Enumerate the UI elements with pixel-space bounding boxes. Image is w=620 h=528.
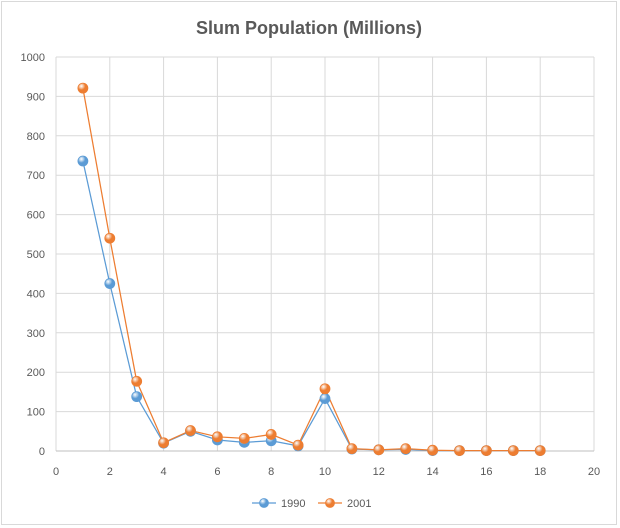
y-tick-label: 400 — [27, 288, 45, 300]
data-point-1990 — [77, 155, 89, 167]
data-point-2001 — [507, 445, 519, 457]
y-tick-label: 800 — [27, 131, 45, 143]
y-tick-label: 900 — [27, 91, 45, 103]
plot-series — [77, 82, 546, 457]
x-tick-label: 10 — [319, 466, 331, 478]
series-line-1990 — [82, 160, 541, 452]
data-point-2001 — [77, 82, 89, 94]
y-tick-label: 200 — [27, 367, 45, 379]
data-point-2001 — [400, 443, 412, 455]
data-point-2001 — [373, 444, 385, 456]
legend-marker-2001 — [325, 498, 335, 508]
y-tick-label: 300 — [27, 328, 45, 340]
y-tick-label: 500 — [27, 249, 45, 261]
data-point-2001 — [131, 375, 143, 387]
y-tick-label: 700 — [27, 170, 45, 182]
data-point-2001 — [265, 429, 277, 440]
y-tick-label: 1000 — [21, 52, 45, 64]
data-point-2001 — [534, 445, 546, 457]
data-point-2001 — [185, 425, 196, 436]
data-point-1990 — [131, 391, 143, 403]
legend-label-2001: 2001 — [347, 498, 371, 510]
x-tick-label: 4 — [161, 466, 167, 478]
legend-marker-1990 — [259, 498, 269, 508]
y-tick-label: 100 — [27, 407, 45, 419]
data-point-2001 — [238, 432, 250, 444]
x-tick-label: 20 — [588, 466, 600, 478]
data-point-2001 — [158, 437, 170, 449]
data-point-1990 — [319, 393, 331, 404]
y-tick-label: 600 — [27, 210, 45, 222]
x-tick-label: 0 — [53, 466, 59, 478]
data-point-2001 — [292, 439, 304, 451]
data-point-2001 — [104, 232, 116, 244]
series-line-2001 — [82, 88, 541, 452]
x-tick-label: 12 — [373, 466, 385, 478]
data-point-2001 — [211, 431, 223, 443]
legend: 1990 2001 — [252, 498, 371, 510]
x-tick-label: 2 — [107, 466, 113, 478]
data-point-2001 — [454, 445, 465, 457]
data-point-1990 — [104, 278, 116, 289]
legend-label-1990: 1990 — [281, 498, 305, 510]
data-point-2001 — [427, 444, 439, 456]
x-tick-label: 16 — [480, 466, 492, 478]
x-tick-label: 14 — [426, 466, 438, 478]
data-point-2001 — [346, 443, 358, 455]
axes: 0 100 200 300 400 500 600 700 800 900 1000 0 2 4 6 8 10 1… — [21, 52, 601, 478]
x-tick-label: 18 — [534, 466, 546, 478]
chart-title: Slum Population (Millions) — [196, 18, 422, 38]
data-point-2001 — [480, 445, 492, 457]
y-tick-label: 0 — [39, 446, 45, 458]
x-tick-label: 6 — [214, 466, 220, 478]
data-point-2001 — [319, 383, 331, 395]
x-tick-label: 8 — [268, 466, 274, 478]
